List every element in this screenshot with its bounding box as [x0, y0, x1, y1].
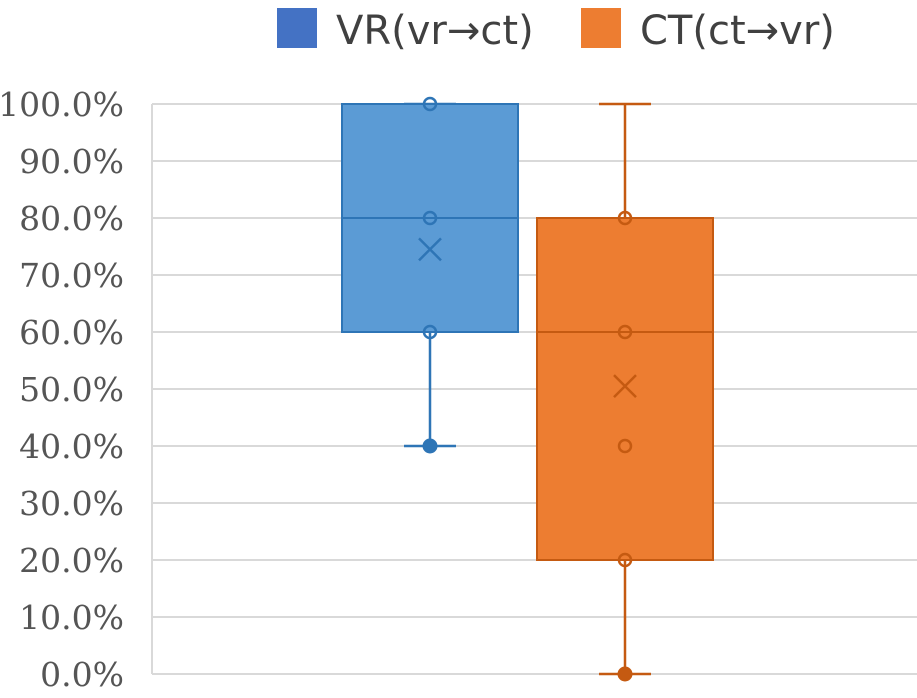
data-point	[617, 438, 633, 454]
gridlines	[152, 103, 917, 675]
y-tick-label: 20.0%	[19, 541, 124, 580]
data-point	[422, 96, 438, 112]
box-series-1	[536, 102, 714, 682]
box-series-0	[341, 96, 519, 454]
legend-swatch-vr	[277, 8, 317, 48]
y-tick-label: 90.0%	[19, 142, 124, 181]
y-tick-label: 100.0%	[0, 85, 124, 124]
data-point	[422, 210, 438, 226]
mean-marker	[613, 374, 637, 399]
y-tick-label: 10.0%	[19, 598, 124, 637]
data-point	[422, 324, 438, 340]
outlier-point	[422, 438, 438, 454]
y-tick-label: 50.0%	[19, 370, 124, 409]
y-axis: 0.0% 10.0% 20.0% 30.0% 40.0% 50.0% 60.0% 70.0% 8…	[0, 85, 153, 694]
legend: VR(vr→ct) CT(ct→vr)	[277, 8, 835, 54]
box-series	[341, 96, 714, 682]
legend-label-vr: VR(vr→ct)	[336, 8, 534, 54]
mean-marker	[418, 237, 442, 262]
y-tick-label: 80.0%	[19, 199, 124, 238]
y-tick-label: 40.0%	[19, 427, 124, 466]
data-point	[617, 210, 633, 226]
box	[536, 217, 714, 561]
outlier-point	[617, 666, 633, 682]
data-point	[617, 324, 633, 340]
legend-swatch-ct	[581, 8, 621, 48]
y-tick-label: 60.0%	[19, 313, 124, 352]
y-tick-label: 30.0%	[19, 484, 124, 523]
legend-label-ct: CT(ct→vr)	[640, 8, 835, 54]
y-tick-label: 0.0%	[40, 655, 124, 694]
y-tick-label: 70.0%	[19, 256, 124, 295]
data-point	[617, 552, 633, 568]
